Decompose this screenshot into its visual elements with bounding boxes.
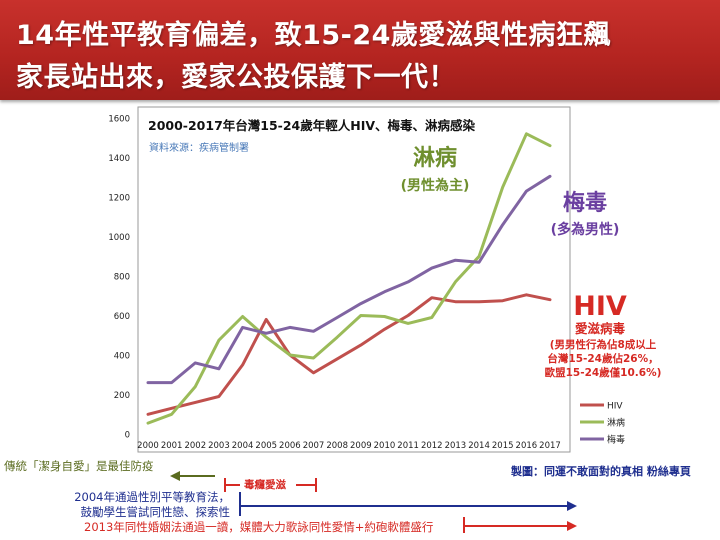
headline-line-2: 家長站出來，愛家公投保護下一代！	[16, 62, 456, 93]
hiv-annotation-detail-3: 歐盟15-24歲僅10.6%)	[545, 366, 662, 379]
gonorrhea-annotation-title: 淋病	[413, 145, 457, 171]
x-tick-label: 2014	[468, 441, 490, 451]
y-tick-label: 1400	[108, 154, 130, 164]
x-tick-label: 2012	[421, 441, 443, 451]
drugs-bracket	[224, 478, 317, 492]
series-line	[146, 293, 552, 416]
syphilis-annotation-sub: (多為男性)	[551, 221, 620, 238]
x-tick-label: 2003	[208, 441, 230, 451]
marriage-law-arrow	[463, 517, 577, 533]
gender-law-line-1: 2004年通過性別平等教育法，	[74, 490, 230, 504]
headline-line-1: 14年性平教育偏差，致15-24歲愛滋與性病狂飆	[16, 20, 611, 51]
gonorrhea-annotation-sub: (男性為主)	[401, 177, 470, 194]
series-line	[146, 132, 552, 425]
drugs-text: 毒癮愛滋	[244, 479, 286, 491]
x-tick-label: 2010	[374, 441, 396, 451]
x-tick-label: 2000	[137, 441, 159, 451]
x-tick-label: 2002	[184, 441, 206, 451]
y-tick-label: 400	[114, 352, 130, 362]
x-tick-label: 2011	[397, 441, 419, 451]
x-tick-label: 2017	[539, 441, 561, 451]
x-tick-label: 2007	[303, 441, 325, 451]
chastity-text: 傳統「潔身自愛」是最佳防疫	[4, 459, 154, 473]
x-tick-label: 2006	[279, 441, 301, 451]
x-tick-label: 2009	[350, 441, 372, 451]
plot-frame	[137, 106, 571, 453]
hiv-annotation-detail-1: (男男性行為佔8成以上	[550, 338, 657, 351]
x-tick-label: 2013	[445, 441, 467, 451]
legend-label: HIV	[607, 402, 623, 412]
x-tick-label: 2015	[492, 441, 514, 451]
y-tick-label: 1200	[108, 194, 130, 204]
y-tick-label: 0	[125, 431, 130, 441]
x-tick-label: 2008	[326, 441, 348, 451]
chastity-arrow	[170, 471, 215, 481]
y-tick-label: 200	[114, 391, 130, 401]
syphilis-annotation-title: 梅毒	[563, 190, 607, 216]
y-tick-label: 1600	[108, 115, 130, 125]
hiv-annotation-detail-2: 台灣15-24歲佔26%，	[547, 352, 658, 365]
x-tick-label: 2016	[516, 441, 538, 451]
marriage-law-text: 2013年同性婚姻法通過一讀，媒體大力歌詠同性愛情+約砲軟體盛行	[84, 520, 434, 534]
series-layer	[146, 132, 552, 425]
legend-label: 梅毒	[607, 434, 625, 446]
gender-law-line-2: 鼓勵學生嘗試同性戀、探索性	[80, 505, 231, 519]
x-tick-label: 2004	[232, 441, 254, 451]
chart-source: 資料來源：疾病管制署	[149, 141, 249, 154]
chart-title: 2000-2017年台灣15-24歲年輕人HIV、梅毒、淋病感染	[148, 118, 476, 133]
y-tick-label: 800	[114, 273, 130, 283]
x-tick-label: 2001	[161, 441, 183, 451]
credit-text: 製圖：同運不敢面對的真相 粉絲專頁	[511, 465, 691, 478]
gender-law-text: 2004年通過性別平等教育法， 鼓勵學生嘗試同性戀、探索性	[58, 490, 230, 520]
x-tick-label: 2005	[255, 441, 277, 451]
hiv-annotation-title: HIV	[573, 291, 627, 322]
headline-banner: 14年性平教育偏差，致15-24歲愛滋與性病狂飆 家長站出來，愛家公投保護下一代…	[0, 0, 720, 100]
legend-label: 淋病	[607, 417, 625, 429]
hiv-annotation-sub: 愛滋病毒	[575, 321, 626, 336]
y-tick-label: 1000	[108, 233, 130, 243]
y-tick-label: 600	[114, 312, 130, 322]
gender-law-arrow	[239, 492, 577, 516]
series-line	[146, 174, 552, 385]
